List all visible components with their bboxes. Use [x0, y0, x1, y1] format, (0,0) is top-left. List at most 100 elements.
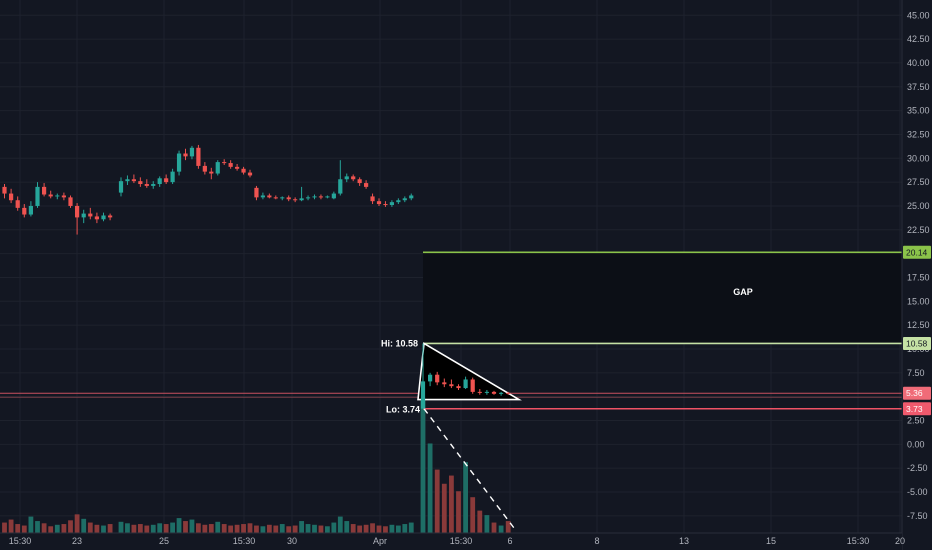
- volume-bar: [125, 523, 130, 533]
- candle: [351, 174, 356, 182]
- candle: [138, 177, 143, 187]
- volume-bar: [402, 524, 408, 533]
- candle-body: [118, 181, 124, 193]
- candle: [151, 181, 156, 189]
- candle-body: [299, 198, 304, 201]
- candle-body: [131, 179, 136, 182]
- candle-body: [435, 374, 440, 383]
- candle: [176, 150, 182, 176]
- candle: [28, 201, 33, 217]
- volume-bar: [477, 510, 483, 533]
- candle-body: [402, 198, 407, 201]
- volume-bar: [491, 522, 497, 533]
- candle: [131, 174, 136, 184]
- candle: [293, 197, 298, 203]
- volume-bar: [299, 521, 304, 533]
- candle-body: [389, 202, 394, 205]
- time-tick-label: 23: [72, 536, 82, 546]
- time-axis[interactable]: 15:30 23 25 15:30 30 Apr 15:30 6 8 13 15 15:30 20: [0, 532, 905, 550]
- time-tick-label: 15:30: [9, 536, 32, 546]
- price-tick-label: 40.00: [907, 58, 930, 68]
- candle: [164, 174, 169, 185]
- volume-bar: [15, 524, 21, 533]
- volume-bar: [305, 524, 311, 533]
- volume-bar: [202, 524, 208, 533]
- candle: [357, 177, 362, 186]
- volume-bar: [370, 523, 375, 533]
- volume-bar: [266, 524, 272, 533]
- candle: [344, 173, 349, 183]
- price-tick-label: 17.50: [907, 272, 930, 282]
- price-tag-label: 10.58: [906, 338, 928, 348]
- candle-body: [48, 194, 53, 197]
- time-tick-label: 20: [895, 536, 905, 546]
- volume-bar: [137, 524, 143, 533]
- volume-bar: [74, 514, 80, 533]
- candle: [370, 193, 375, 205]
- candle-body: [280, 197, 285, 199]
- candle-body: [42, 186, 47, 195]
- candle-body: [420, 381, 426, 409]
- candle-body: [196, 147, 201, 166]
- candle-body: [506, 392, 511, 394]
- volume-bar: [279, 524, 285, 533]
- price-tag-label: 20.14: [906, 247, 928, 257]
- candle-body: [351, 176, 356, 180]
- volume-bar: [449, 475, 454, 533]
- candle: [101, 212, 106, 222]
- candle: [506, 391, 511, 395]
- price-axis-background: [902, 0, 932, 550]
- volume-bar: [498, 525, 504, 533]
- candle: [108, 213, 113, 221]
- price-tick-label: 12.50: [907, 320, 930, 330]
- candle: [420, 343, 426, 409]
- volume-bar: [344, 521, 350, 533]
- candle-body: [293, 199, 298, 201]
- volume-bar: [456, 491, 461, 533]
- gap-zone-fill: [423, 252, 902, 344]
- candle: [42, 183, 47, 197]
- candle: [499, 391, 504, 396]
- volume-bar: [228, 525, 234, 533]
- candle-body: [151, 184, 156, 186]
- candle: [325, 195, 330, 199]
- price-tick-label: 27.50: [907, 177, 930, 187]
- candle: [318, 194, 324, 200]
- candle-body: [68, 197, 73, 206]
- candle-body: [138, 181, 143, 185]
- candle: [442, 378, 447, 388]
- candle: [383, 201, 388, 207]
- candle-body: [202, 165, 207, 172]
- candle-body: [470, 379, 475, 392]
- volume-bar: [81, 518, 87, 533]
- price-tick-label: 0.00: [907, 439, 925, 449]
- price-tick-label: 15.00: [907, 296, 930, 306]
- candle: [196, 144, 201, 169]
- candle-body: [209, 171, 214, 174]
- candle: [189, 145, 195, 160]
- time-tick-label: 30: [287, 536, 297, 546]
- price-axis[interactable]: 45.00 42.50 40.00 37.50 35.00 32.50 30.00 27.50…: [901, 0, 932, 550]
- volume-bar: [434, 469, 440, 533]
- candle: [209, 167, 214, 180]
- price-tag-background: [903, 386, 931, 400]
- volume-bars: [2, 395, 511, 533]
- candle: [235, 164, 240, 171]
- price-tick-label: 7.50: [907, 368, 925, 378]
- volume-bar: [8, 519, 14, 533]
- volume-bar: [427, 443, 433, 533]
- candle-body: [215, 162, 220, 174]
- lo-annotation: Lo: 3.74: [386, 405, 420, 415]
- price-tick-label: -5.00: [907, 487, 928, 497]
- volume-bar: [292, 525, 298, 533]
- candle: [118, 177, 124, 197]
- volume-bar: [68, 520, 73, 533]
- volume-bar: [505, 521, 511, 533]
- candle-body: [125, 179, 130, 182]
- time-axis-background: [0, 533, 902, 550]
- volume-bar: [357, 525, 363, 533]
- candle: [183, 148, 188, 161]
- volume-bar: [241, 524, 246, 533]
- candle: [491, 390, 497, 395]
